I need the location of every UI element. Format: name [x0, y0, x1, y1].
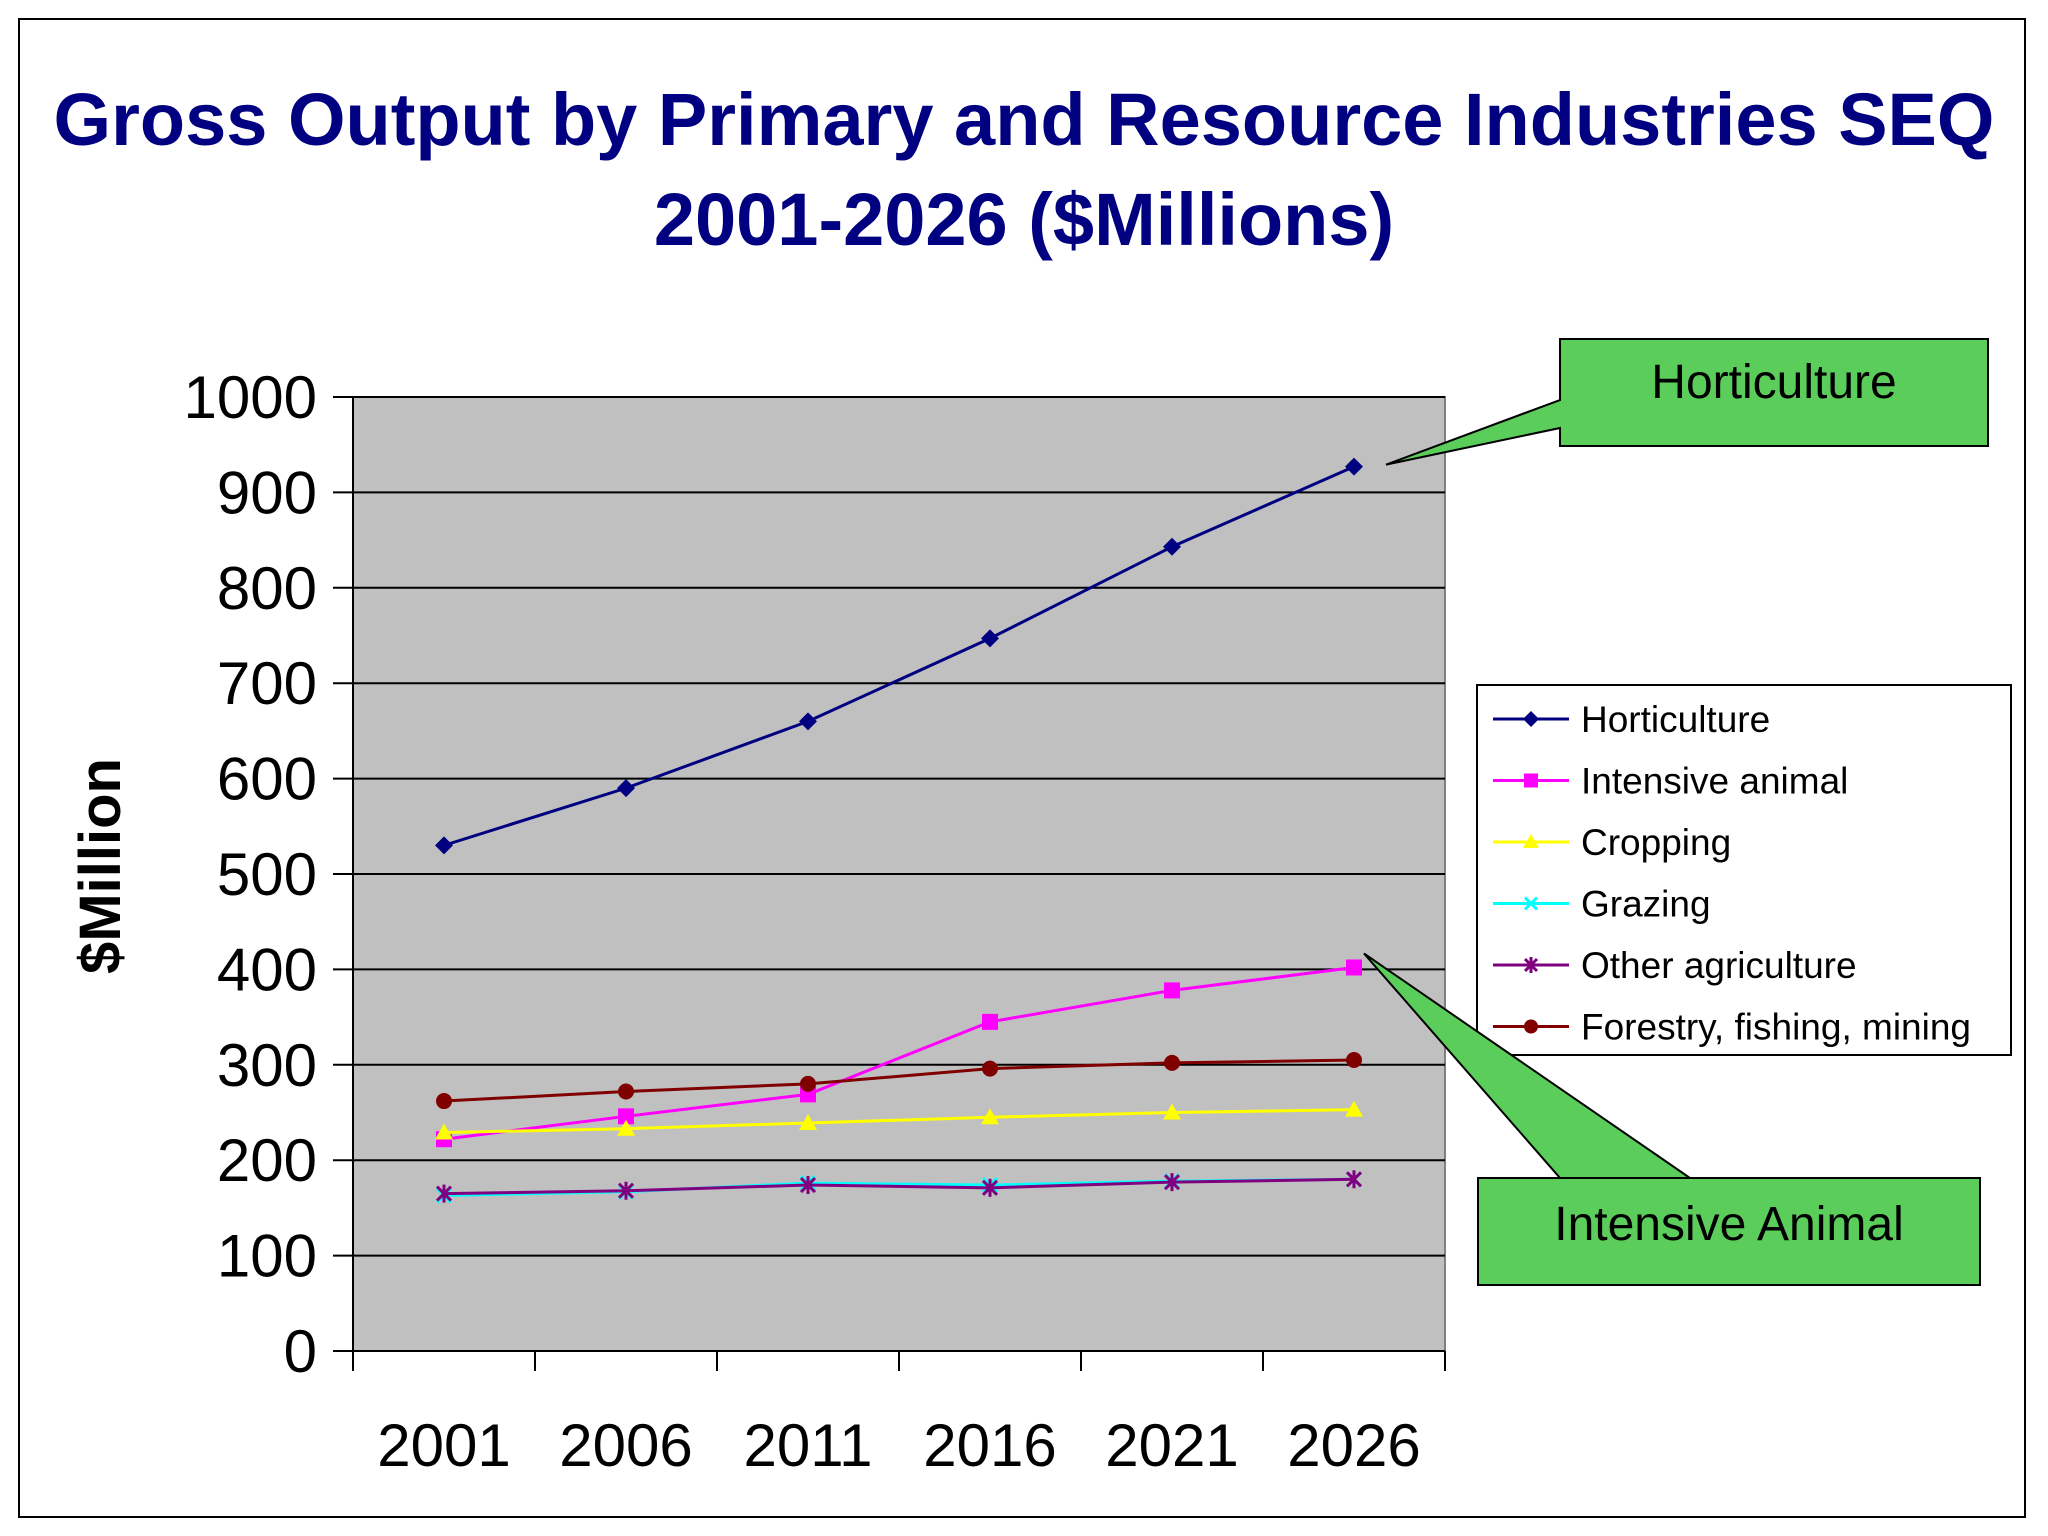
series	[435, 457, 1363, 1204]
y-axis-label: $Million	[68, 758, 133, 974]
data-point	[618, 1083, 634, 1100]
x-tick-label: 2021	[1105, 1412, 1238, 1479]
data-point	[617, 1119, 635, 1136]
legend-label: Horticulture	[1581, 699, 1770, 740]
y-tick-label: 800	[217, 555, 317, 622]
legend-item: Cropping	[1493, 822, 1731, 863]
y-tick-label: 400	[217, 936, 317, 1003]
data-point	[799, 712, 817, 731]
legend: Horticulture Intensive animal Cropping Graz…	[1476, 684, 2012, 1056]
y-tick-label: 1000	[184, 364, 317, 431]
gridlines	[353, 396, 1445, 1257]
callout-horticulture	[1385, 338, 1989, 466]
data-point	[1164, 982, 1180, 999]
callouts: Horticulture Intensive Animal	[1363, 338, 1989, 1286]
data-point	[1346, 1052, 1362, 1069]
x-tick-label: 2016	[923, 1412, 1056, 1479]
data-point	[435, 1123, 453, 1140]
data-point	[1163, 1173, 1181, 1192]
data-point	[1163, 537, 1181, 556]
data-point	[617, 779, 635, 798]
data-point	[618, 1108, 634, 1125]
data-point	[617, 1181, 635, 1200]
x-tick-label: 2026	[1287, 1412, 1420, 1479]
data-point	[436, 1093, 452, 1110]
chart-title: Gross Output by Primary and Resource Ind…	[53, 78, 1995, 261]
legend-item: Forestry, fishing, mining	[1493, 1007, 1971, 1048]
data-point	[1164, 1054, 1180, 1071]
data-point	[1163, 1103, 1181, 1120]
data-point	[800, 1075, 816, 1092]
series-forestry-fishing-mining	[436, 1052, 1362, 1110]
callout-intensive-animal	[1363, 952, 1981, 1286]
legend-marker	[1524, 773, 1538, 788]
series-line	[443, 1177, 1355, 1196]
legend-marker	[1523, 957, 1539, 973]
y-tick-label: 200	[217, 1127, 317, 1194]
legend-label: Other agriculture	[1581, 945, 1857, 986]
y-tick-label: 300	[217, 1032, 317, 1099]
series-other-agriculture	[435, 1170, 1363, 1203]
data-point	[981, 629, 999, 648]
legend-item: Intensive animal	[1493, 761, 1848, 802]
legend-item: Horticulture	[1493, 699, 1770, 740]
data-point	[982, 1013, 998, 1030]
x-tick-label: 2006	[559, 1412, 692, 1479]
callout-horticulture-label: Horticulture	[1651, 356, 1896, 409]
data-point	[435, 836, 453, 855]
legend-item: Other agriculture	[1493, 945, 1857, 986]
x-tick-labels: 2001 2006 2011 2016 2021 2026	[377, 1412, 1420, 1479]
data-point	[981, 1178, 999, 1197]
data-point	[1345, 457, 1363, 476]
data-point	[1345, 1170, 1363, 1189]
y-tick-label: 600	[217, 746, 317, 813]
series-line	[443, 1108, 1355, 1135]
series-line	[443, 966, 1355, 1141]
legend-label: Cropping	[1581, 822, 1731, 863]
y-tick-label: 900	[217, 459, 317, 526]
data-point	[1345, 1100, 1363, 1117]
series-horticulture	[435, 457, 1363, 855]
legend-label: Intensive animal	[1581, 761, 1848, 802]
data-point	[1346, 959, 1362, 976]
series-line	[443, 465, 1355, 847]
y-tick-label: 100	[217, 1223, 317, 1290]
callout-intensive-animal-label: Intensive Animal	[1554, 1198, 1904, 1251]
data-point	[982, 1060, 998, 1077]
y-tick-labels: 0 100 200 300 400 500 600 700 800 900 1000	[184, 364, 317, 1385]
y-tick-label: 0	[284, 1318, 317, 1385]
data-point	[799, 1113, 817, 1130]
x-tick-label: 2001	[377, 1412, 510, 1479]
data-point	[435, 1184, 453, 1203]
legend-label: Grazing	[1581, 884, 1711, 925]
legend-marker	[1524, 1019, 1538, 1034]
x-tick-label: 2011	[743, 1412, 872, 1479]
legend-item: Grazing	[1493, 884, 1711, 925]
series-cropping	[435, 1100, 1363, 1140]
data-point	[981, 1108, 999, 1125]
legend-label: Forestry, fishing, mining	[1581, 1007, 1971, 1048]
series-line	[443, 1058, 1355, 1103]
legend-marker	[1523, 711, 1539, 727]
legend-marker	[1523, 896, 1539, 911]
data-point	[799, 1176, 817, 1195]
legend-box	[1476, 684, 2012, 1056]
marker-stroke	[1523, 896, 1539, 911]
legend-marker	[1523, 834, 1539, 848]
axes	[333, 396, 1446, 1371]
y-tick-label: 700	[217, 650, 317, 717]
y-tick-label: 500	[217, 841, 317, 908]
